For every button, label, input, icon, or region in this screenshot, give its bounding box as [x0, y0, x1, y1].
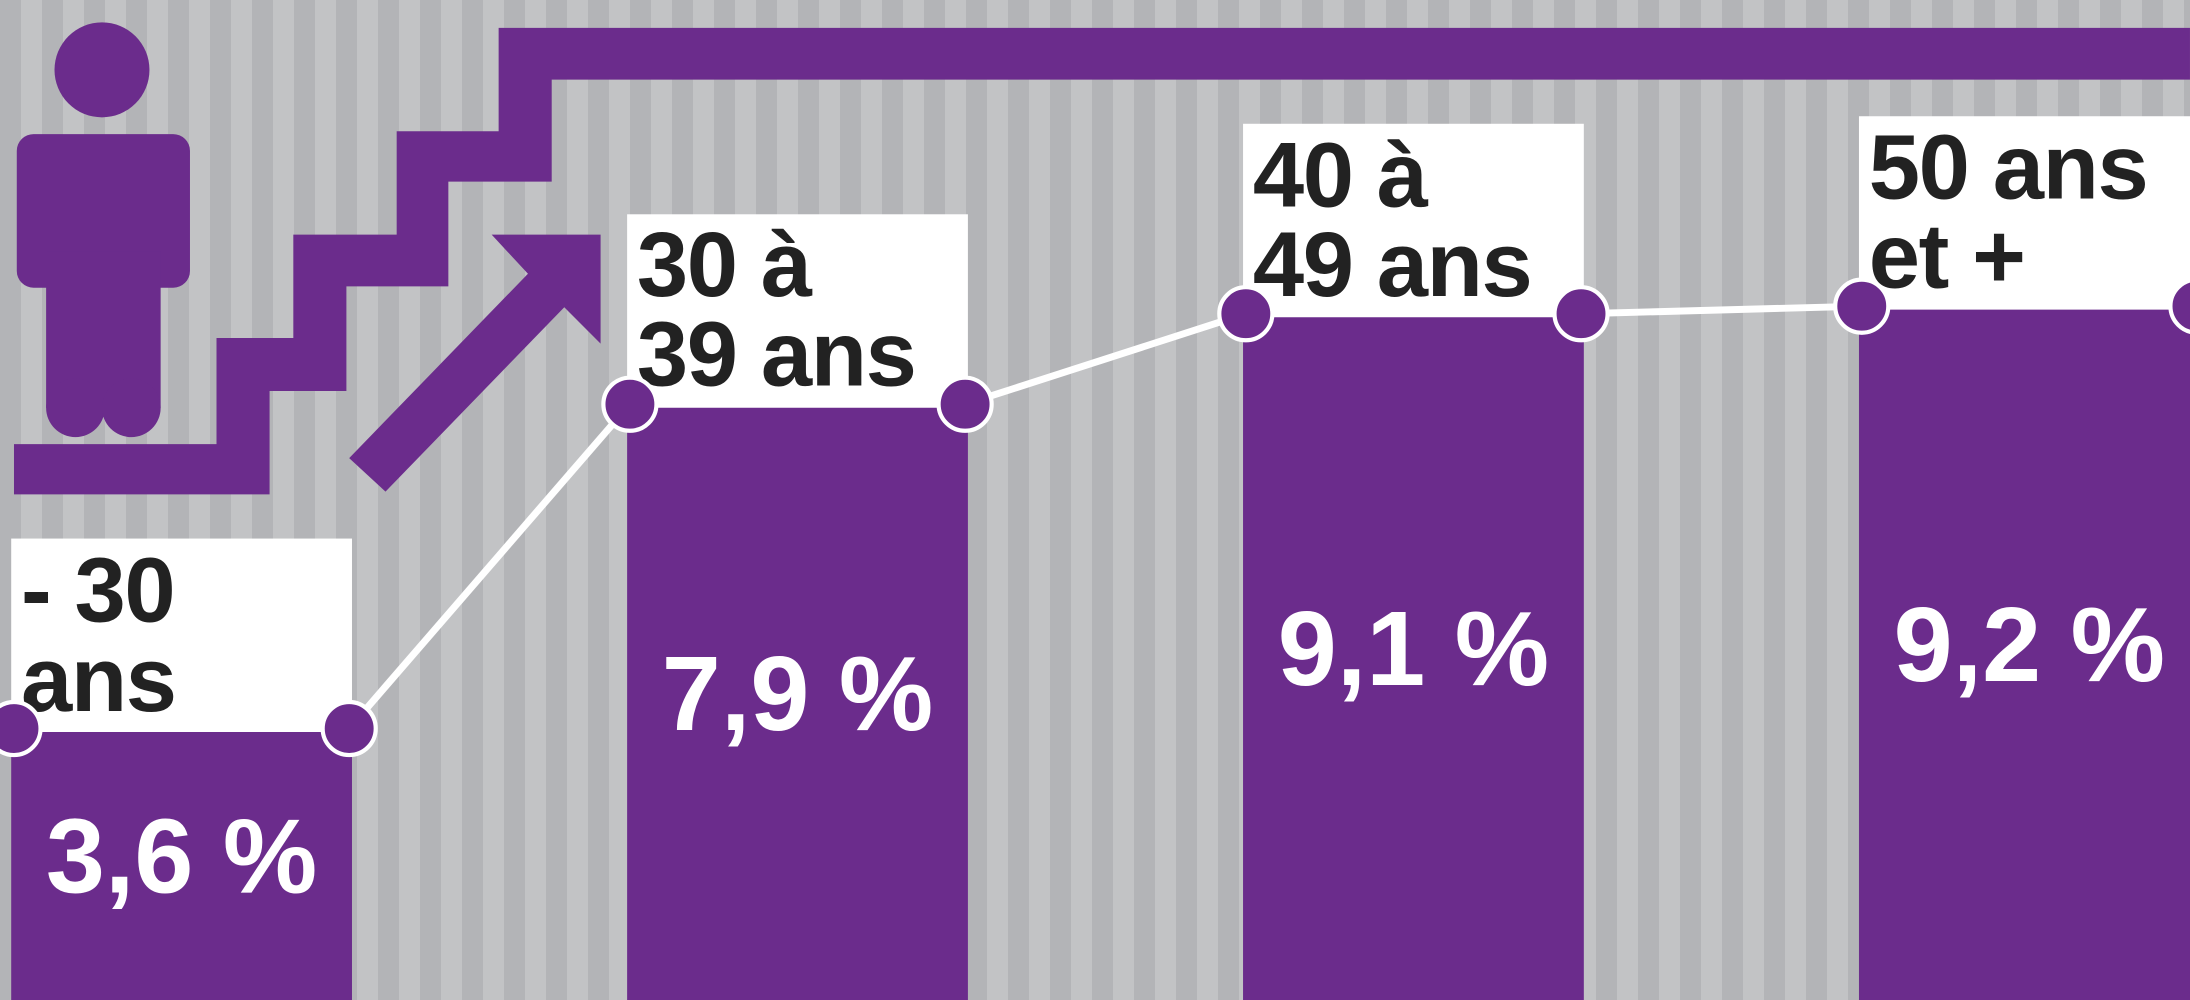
category-label-wrap: 50 ans et + — [1859, 116, 2190, 306]
dot — [1554, 287, 1607, 340]
chart: - 30 ans 3,6 % 30 à 39 ans 7,9 % 40 à 49 ans… — [0, 0, 2190, 1000]
category-label: - 30 ans — [11, 539, 408, 723]
category-label: 30 à 39 ans — [627, 214, 1024, 398]
dot — [939, 378, 992, 431]
dot — [323, 702, 376, 755]
category-label: 40 à 49 ans — [1243, 124, 1640, 308]
value-label: 7,9 % — [662, 635, 933, 753]
dot — [603, 378, 656, 431]
dot — [1219, 287, 1272, 340]
dot — [0, 702, 41, 755]
person-icon — [17, 22, 190, 437]
category-label: 50 ans et + — [1859, 116, 2190, 300]
dot — [1835, 280, 1888, 333]
value-label: 3,6 % — [46, 797, 317, 915]
value-label: 9,1 % — [1278, 590, 1549, 708]
value-label: 9,2 % — [1894, 586, 2165, 704]
